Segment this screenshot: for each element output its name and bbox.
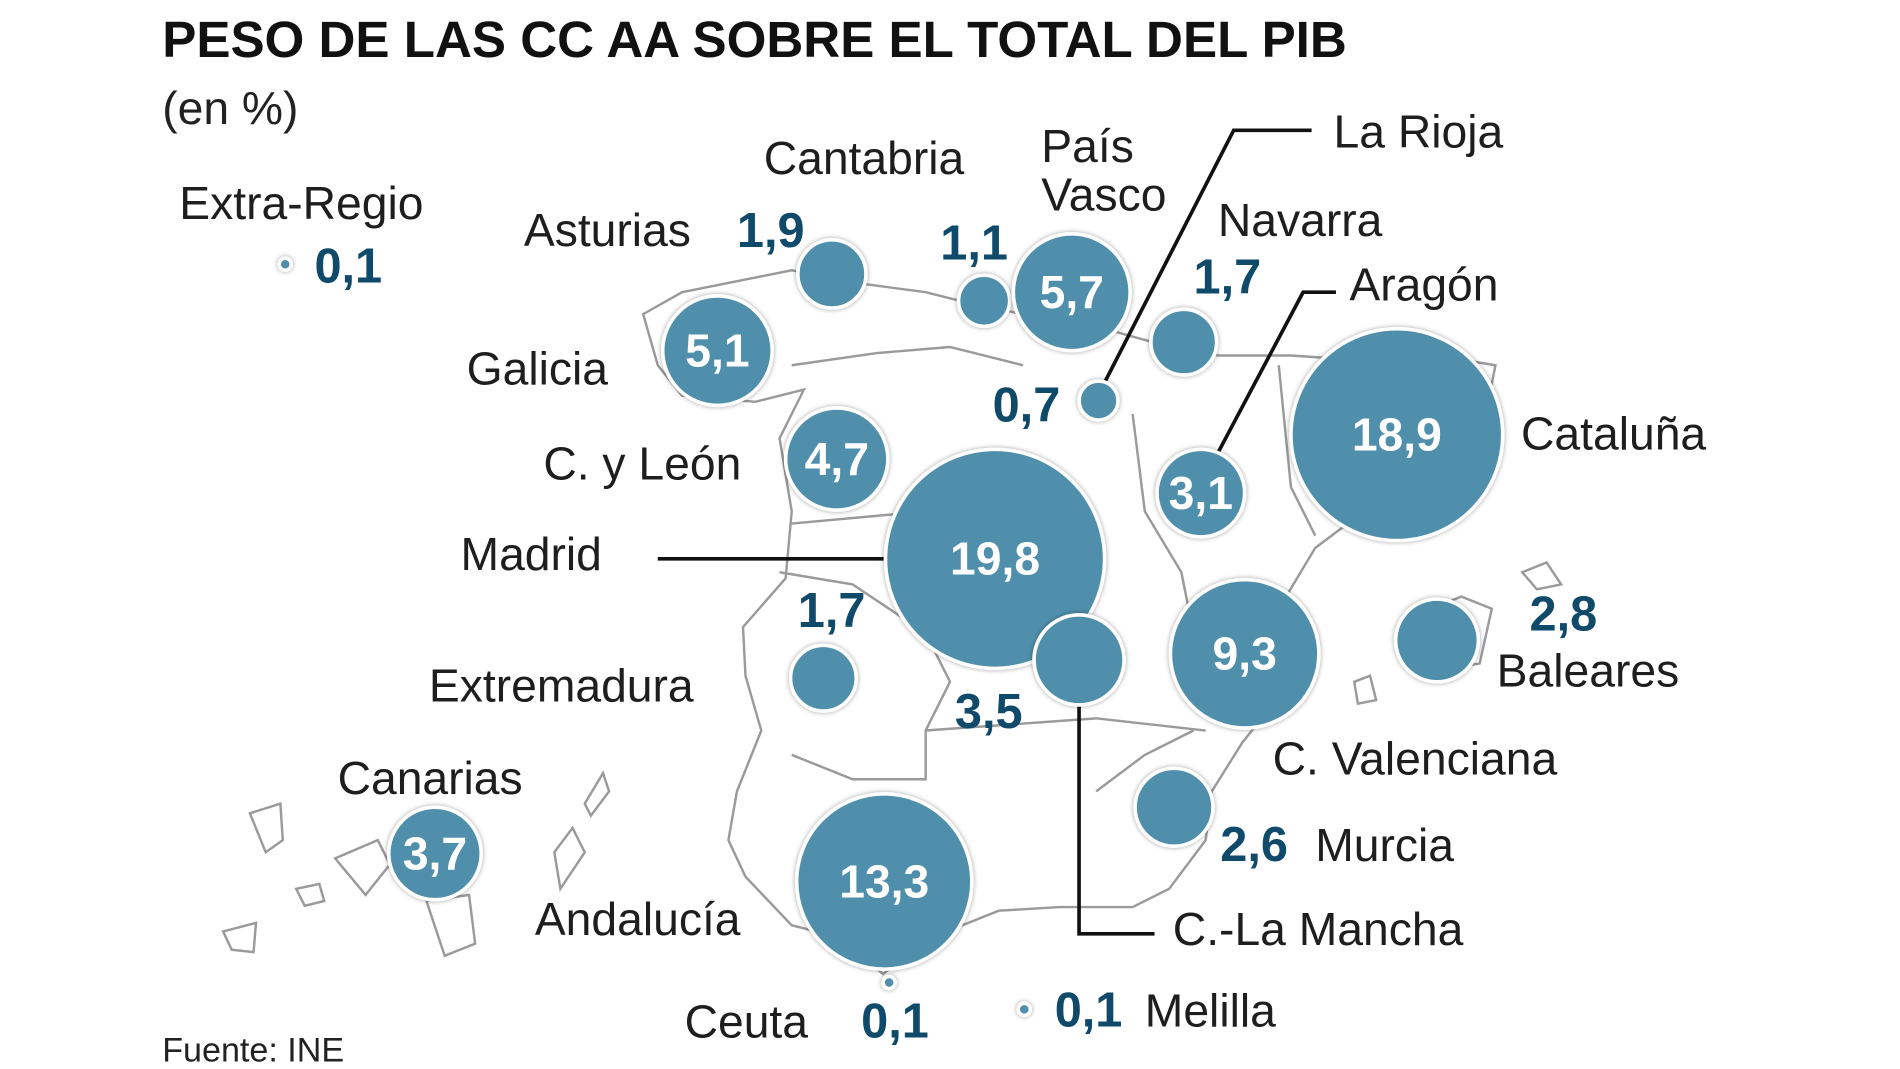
- region-label-ceuta: Ceuta: [685, 995, 809, 1047]
- value-label-cataluna: 18,9: [1352, 408, 1442, 460]
- region-label-c-valenciana: C. Valenciana: [1273, 732, 1558, 784]
- value-label-baleares: 2,8: [1530, 588, 1598, 642]
- region-label-pais-vasco-line-0: País: [1041, 120, 1134, 172]
- bubble-madrid: [883, 447, 1107, 671]
- region-label-c-y-leon: C. y León: [543, 438, 741, 490]
- bubble-cataluna: [1289, 326, 1505, 543]
- value-label-galicia: 5,1: [685, 324, 749, 376]
- region-label-pais-vasco-line-1: Vasco: [1041, 169, 1166, 221]
- bubble-baleares: [1393, 597, 1481, 684]
- value-label-madrid: 19,8: [950, 533, 1040, 585]
- region-label-aragon: Aragón: [1349, 259, 1498, 311]
- value-label-melilla: 0,1: [1055, 983, 1123, 1037]
- region-label-melilla: Melilla: [1145, 984, 1276, 1036]
- value-label-la-rioja: 0,7: [993, 378, 1061, 432]
- bubble-aragon: [1155, 447, 1247, 539]
- bubble-la-rioja: [1077, 379, 1120, 422]
- castilla-la-mancha-leader-line: [1077, 703, 1155, 936]
- value-label-extra-regio: 0,1: [314, 239, 382, 293]
- region-label-baleares: Baleares: [1497, 645, 1680, 697]
- region-label-andalucia: Andalucía: [535, 893, 741, 945]
- region-label-asturias: Asturias: [524, 204, 691, 256]
- bubble-asturias: [795, 238, 868, 310]
- bubble-c-y-leon: [783, 406, 890, 512]
- chart-subtitle: (en %): [162, 82, 298, 134]
- bubble-murcia: [1133, 766, 1215, 849]
- region-label-navarra: Navarra: [1218, 194, 1383, 246]
- region-label-cantabria: Cantabria: [764, 132, 965, 184]
- value-label-pais-vasco: 5,7: [1040, 266, 1104, 318]
- bubble-melilla: [1016, 1001, 1033, 1018]
- bubble-ceuta: [881, 974, 898, 991]
- labels: Extra-Regio 0,1 Asturias 1,9 Cantabria 1,1 Paí…: [179, 105, 1706, 1048]
- value-label-canarias: 3,7: [403, 827, 467, 879]
- value-label-c-y-leon: 4,7: [805, 433, 869, 485]
- bubble-c-la-mancha: [1032, 613, 1126, 707]
- region-label-c-la-mancha: C.-La Mancha: [1173, 903, 1464, 955]
- aragon-leader-line: [1216, 290, 1336, 454]
- region-borders: [779, 345, 1317, 793]
- bubble-extremadura: [788, 643, 859, 713]
- value-label-andalucia: 13,3: [839, 855, 929, 907]
- value-label-extremadura: 1,7: [798, 584, 866, 638]
- region-label-cataluna: Cataluña: [1521, 407, 1706, 459]
- leader-lines: [657, 128, 1336, 936]
- bubble-extra-regio: [277, 256, 294, 273]
- la-rioja-leader-line: [1100, 128, 1312, 389]
- bubble-navarra: [1149, 307, 1219, 377]
- bubble-galicia: [660, 294, 775, 408]
- region-label-extra-regio: Extra-Regio: [179, 177, 423, 229]
- bubble-pais-vasco: [1011, 231, 1133, 353]
- value-label-murcia: 2,6: [1220, 818, 1288, 872]
- region-label-murcia: Murcia: [1315, 819, 1454, 871]
- bubble-canarias: [386, 805, 484, 902]
- region-label-madrid: Madrid: [461, 528, 602, 580]
- region-label-la-rioja: La Rioja: [1334, 105, 1504, 157]
- bubble-cantabria: [956, 273, 1012, 329]
- source-note: Fuente: INE: [162, 1032, 344, 1069]
- value-label-aragon: 3,1: [1169, 467, 1233, 519]
- value-label-cantabria: 1,1: [940, 216, 1008, 270]
- region-label-canarias: Canarias: [338, 752, 523, 804]
- region-label-galicia: Galicia: [467, 343, 609, 395]
- bubble-c-valenciana: [1168, 577, 1321, 730]
- bubble-andalucia: [794, 792, 974, 971]
- region-label-extremadura: Extremadura: [429, 659, 694, 711]
- value-label-c-valenciana: 9,3: [1212, 628, 1276, 680]
- bubbles: [277, 231, 1505, 1018]
- value-label-navarra: 1,7: [1194, 250, 1262, 304]
- value-label-ceuta: 0,1: [861, 994, 929, 1048]
- chart-title: PESO DE LAS CC AA SOBRE EL TOTAL DEL PIB: [162, 11, 1347, 68]
- value-label-asturias: 1,9: [737, 204, 805, 258]
- value-label-c-la-mancha: 3,5: [955, 685, 1023, 739]
